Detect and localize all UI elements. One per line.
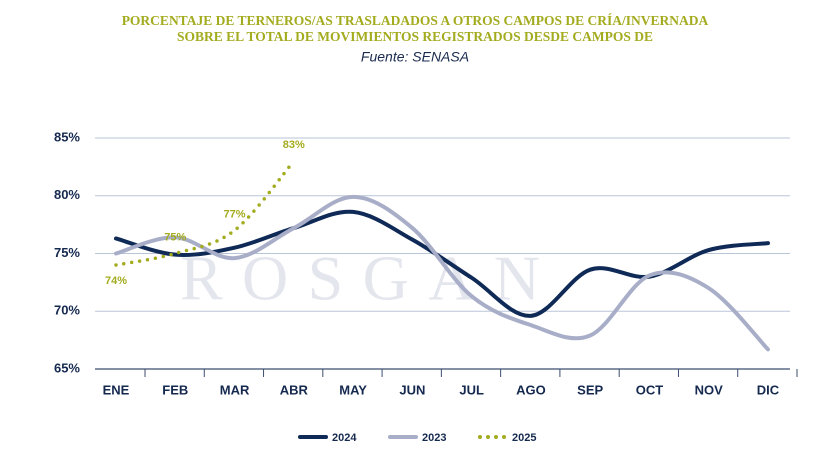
legend-label: 2025	[512, 432, 536, 444]
x-tick-label: JUL	[459, 382, 484, 397]
y-tick-label: 85%	[54, 129, 80, 144]
data-label: 83%	[283, 139, 305, 151]
x-tick-label: FEB	[162, 382, 188, 397]
x-tick-label: ENE	[103, 382, 130, 397]
x-tick-label: AGO	[516, 382, 546, 397]
x-tick-label: MAR	[220, 382, 250, 397]
chart-subtitle: Fuente: SENASA	[361, 49, 469, 65]
data-label: 77%	[224, 208, 246, 220]
y-tick-label: 80%	[54, 187, 80, 202]
series-line	[114, 194, 770, 352]
y-tick-label: 75%	[54, 245, 80, 260]
legend-label: 2024	[332, 432, 357, 444]
x-tick-label: OCT	[636, 382, 664, 397]
x-tick-label: ABR	[280, 382, 309, 397]
legend-label: 2023	[422, 432, 446, 444]
data-label: 74%	[105, 275, 127, 287]
x-tick-label: SEP	[577, 382, 603, 397]
y-tick-label: 65%	[54, 360, 80, 375]
x-tick-label: JUN	[399, 382, 425, 397]
x-tick-label: DIC	[757, 382, 780, 397]
x-tick-label: MAY	[339, 382, 367, 397]
y-tick-label: 70%	[54, 303, 80, 318]
data-label: 75%	[164, 231, 186, 243]
series-line	[114, 159, 296, 267]
chart-title: PORCENTAJE DE TERNEROS/AS TRASLADADOS A …	[122, 13, 709, 28]
chart-title: SOBRE EL TOTAL DE MOVIMIENTOS REGISTRADO…	[177, 29, 653, 44]
x-tick-label: NOV	[695, 382, 724, 397]
